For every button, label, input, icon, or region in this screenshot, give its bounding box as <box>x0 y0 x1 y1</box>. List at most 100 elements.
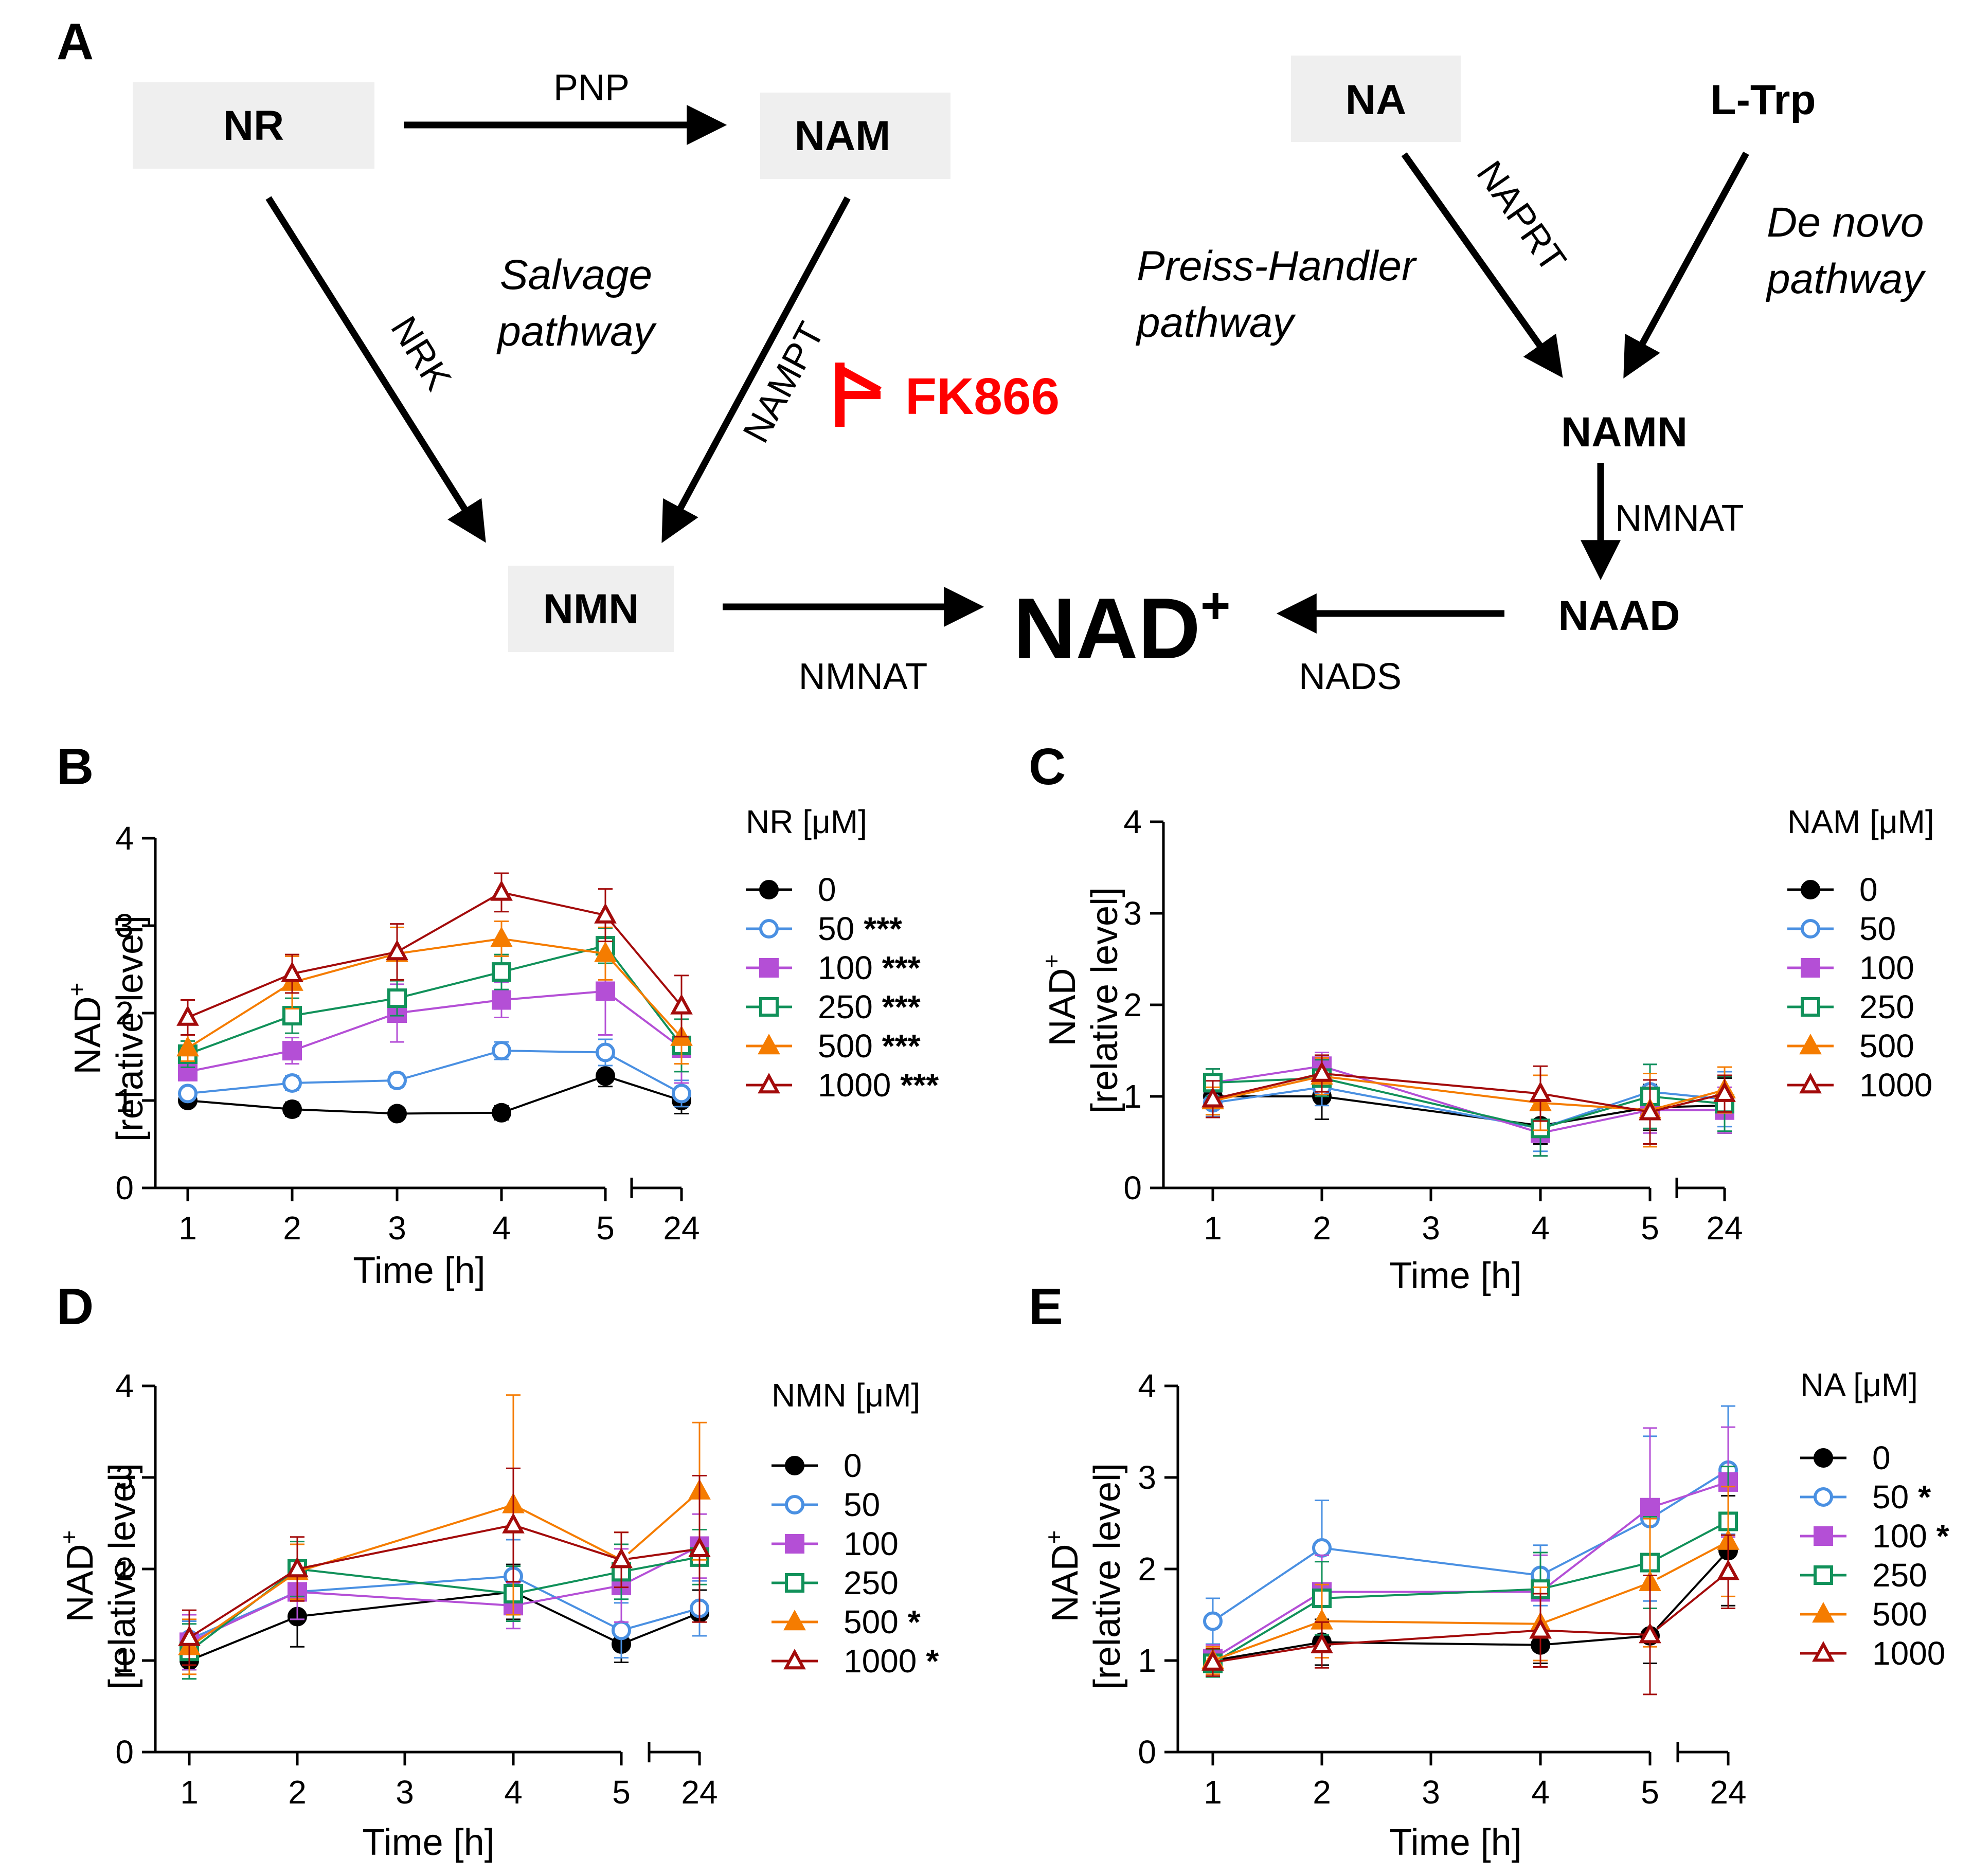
legend-marker <box>1801 958 1820 978</box>
series-line-after-break <box>1657 1520 1729 1560</box>
pathway-diagram: A NR NAM NA L-Trp NMN NAMN NAAD NAD+ PNP… <box>57 13 1926 697</box>
data-point <box>502 1512 525 1534</box>
data-point <box>1201 1650 1224 1671</box>
legend-entry: 50 *** <box>818 910 902 947</box>
legend-entry: 0 <box>1859 871 1878 908</box>
series-line-after-break <box>628 1612 700 1643</box>
arrow-nam-nmn <box>661 196 851 544</box>
y-axis-label: NAD+ [relative level] <box>63 915 151 1142</box>
legend-significance: * <box>1936 1518 1949 1555</box>
data-point <box>178 1625 201 1646</box>
nam-box <box>760 93 950 179</box>
series-line <box>188 1504 622 1648</box>
data-point <box>492 990 511 1010</box>
y-tick-label: 2 <box>115 1550 134 1588</box>
chart-panel-b: B 0 1 2 3 4 1 2 3 4 5 24 Time [h] NAD+ [relative level… <box>57 738 939 1291</box>
y-tick-label: 1 <box>1138 1642 1156 1679</box>
series-line-after-break <box>628 1556 700 1572</box>
data-point <box>281 961 303 982</box>
x-axis-label: Time [h] <box>1389 1822 1521 1863</box>
enzyme-nads: NADS <box>1299 656 1402 697</box>
data-point <box>286 1557 309 1578</box>
series-line <box>1212 1561 1651 1665</box>
x-tick-label: 5 <box>1641 1210 1659 1247</box>
x-tick-label: 5 <box>1641 1774 1659 1811</box>
x-tick-label: 2 <box>288 1774 307 1811</box>
y-tick-label: 1 <box>1123 1078 1142 1115</box>
legend-significance: *** <box>882 988 921 1025</box>
legend-entry: 50 <box>1859 910 1896 947</box>
legend-significance: * <box>926 1643 939 1680</box>
legend-entry: 0 <box>1872 1439 1891 1476</box>
series-1000 <box>176 872 693 1038</box>
legend-marker <box>759 919 779 939</box>
x-tick-label: 24 <box>1710 1774 1746 1811</box>
y-axis-label-line1: NAD <box>60 1544 101 1622</box>
legend-marker <box>1812 1602 1835 1623</box>
y-tick-label: 4 <box>115 820 134 857</box>
series-line-after-break <box>1656 1089 1725 1110</box>
series-line-after-break <box>610 921 683 1007</box>
x-tick-label: 5 <box>612 1774 631 1811</box>
enzyme-nmnat-bottom: NMNAT <box>799 656 928 697</box>
y-tick-label: 1 <box>115 1642 134 1679</box>
data-point <box>282 1041 302 1061</box>
y-axis-label-line1: NAD <box>1045 1544 1086 1622</box>
legend-entry: 250 <box>1859 988 1914 1025</box>
series-line <box>1212 1086 1651 1130</box>
series-line <box>1212 1629 1651 1664</box>
legend-entry: 500 <box>1859 1027 1914 1065</box>
node-namn: NAMN <box>1561 409 1688 456</box>
legend-entry: 100 *** <box>818 949 921 986</box>
x-tick-label: 4 <box>504 1774 523 1811</box>
enzyme-nmnat-right: NMNAT <box>1615 498 1744 539</box>
legend-entry: 1000 * <box>844 1643 939 1680</box>
series-line-after-break <box>1656 1096 1725 1105</box>
series-1000 <box>1201 1534 1739 1695</box>
legend-entry: 0 <box>844 1447 862 1484</box>
x-tick-label: 2 <box>283 1210 301 1247</box>
series-line-after-break <box>628 1607 700 1630</box>
series-line <box>189 1591 622 1662</box>
panel-label: C <box>1029 738 1066 796</box>
legend-entry: 500 * <box>844 1603 921 1640</box>
x-tick-label: 4 <box>1531 1774 1550 1811</box>
series-line-after-break <box>1656 1550 1729 1629</box>
x-tick-label: 4 <box>492 1210 511 1247</box>
legend-significance: *** <box>864 910 902 947</box>
legend-marker <box>759 958 779 978</box>
data-point <box>178 1084 198 1104</box>
series-1000 <box>1201 1054 1736 1145</box>
data-point <box>1529 1081 1552 1102</box>
x-tick-label: 24 <box>663 1210 699 1247</box>
series-line <box>1212 1518 1651 1622</box>
chart-panel-d: D 0 1 2 3 4 1 2 3 4 5 24 Time [h] NAD+ [relative level… <box>56 1278 939 1863</box>
legend-marker <box>785 1495 804 1514</box>
data-point <box>596 981 615 1001</box>
y-axis-label-sup: + <box>1038 954 1065 968</box>
legend-significance: * <box>908 1603 921 1640</box>
y-axis-label: NAD+ [relative level] <box>1038 887 1125 1113</box>
x-tick-label: 3 <box>396 1774 414 1811</box>
y-axis-label: NAD+ [relative level] <box>1041 1463 1128 1689</box>
legend-marker <box>759 997 779 1017</box>
y-tick-label: 3 <box>115 1459 134 1496</box>
node-ltrp: L-Trp <box>1711 77 1816 123</box>
y-axis-label-line2: [relative level] <box>102 1463 143 1689</box>
y-tick-label: 3 <box>1138 1459 1156 1496</box>
legend-entry: 100 <box>1859 949 1914 986</box>
panel-label: B <box>57 738 94 796</box>
series-line-after-break <box>610 959 683 1038</box>
data-point <box>492 1103 511 1123</box>
series-100 <box>178 947 691 1084</box>
x-tick-label: 1 <box>1204 1774 1222 1811</box>
series-line <box>1213 1095 1651 1127</box>
node-na: NA <box>1346 77 1406 123</box>
series-line-after-break <box>1656 1571 1729 1630</box>
enzyme-nrk: NRK <box>383 310 459 398</box>
node-nmn: NMN <box>543 586 639 633</box>
y-tick-label: 2 <box>115 995 134 1032</box>
chart-panel-c: C 0 1 2 3 4 1 2 3 4 5 24 Time [h] NAD+ [relative level… <box>1029 738 1934 1296</box>
data-point <box>1639 1099 1661 1121</box>
